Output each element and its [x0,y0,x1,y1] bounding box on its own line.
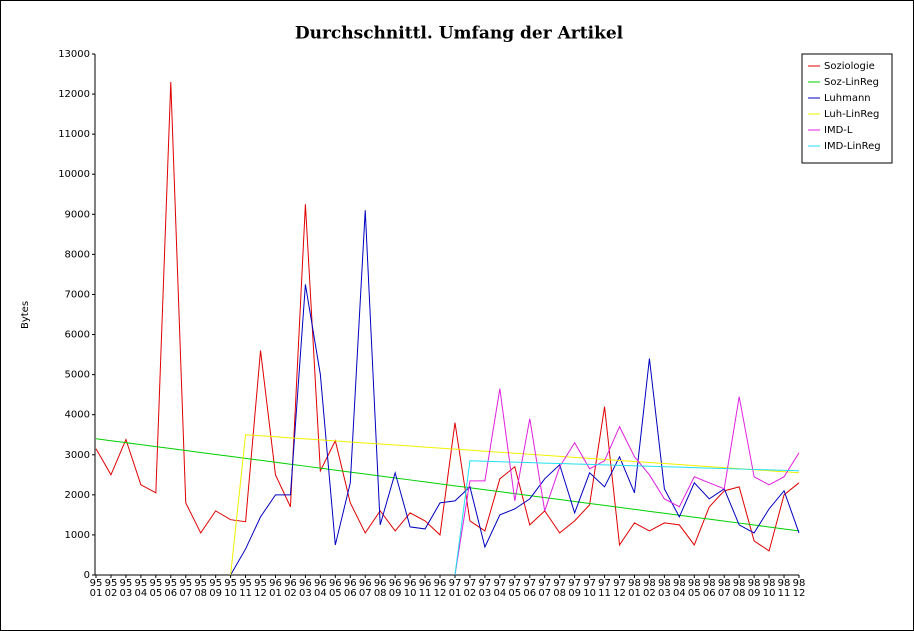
x-tick-label: 95 09 [209,578,223,599]
y-tick-label: 1000 [65,530,90,541]
series-line [454,460,800,576]
x-tick-label: 98 03 [658,578,671,599]
y-tick-label: 0 [84,570,90,581]
series-line [95,438,800,532]
x-tick-label: 98 06 [702,578,716,599]
legend-label: Luhmann [824,93,871,104]
x-tick-label: 98 05 [687,578,701,599]
x-tick-label: 98 11 [777,578,791,599]
y-tick-label: 9000 [65,209,90,220]
x-tick-label: 97 08 [553,578,567,599]
y-tick-label: 7000 [65,289,90,300]
x-tick-label: 97 03 [478,578,492,599]
x-tick-label: 96 02 [284,578,297,599]
x-tick-label: 95 12 [254,578,267,599]
x-tick-label: 95 05 [149,578,163,599]
y-tick-label: 2000 [65,490,90,501]
x-tick-label: 95 04 [134,578,148,599]
y-tick-label: 4000 [65,410,90,421]
x-tick-label: 97 05 [508,578,522,599]
x-tick-label: 97 07 [538,578,552,599]
legend-label: Soz-LinReg [824,77,879,88]
series-line [454,388,800,576]
x-tick-label: 98 07 [717,578,731,599]
x-tick-label: 96 12 [433,578,447,599]
y-tick-label: 3000 [65,450,90,461]
x-tick-label: 98 10 [762,578,776,599]
x-tick-label: 97 02 [463,578,477,599]
legend-label: IMD-L [824,125,853,136]
x-tick-label: 98 08 [732,578,746,599]
legend-box [801,53,893,164]
x-tick-label: 98 09 [747,578,761,599]
legend-label: IMD-LinReg [824,141,881,152]
x-tick-label: 96 03 [299,578,312,599]
x-tick-label: 97 12 [613,578,626,599]
x-tick-label: 97 06 [523,578,537,599]
x-tick-label: 98 02 [643,578,656,599]
legend-label: Luh-LinReg [824,109,879,120]
x-tick-label: 97 09 [568,578,581,599]
x-tick-label: 95 10 [224,578,237,599]
x-tick-label: 97 04 [493,578,507,599]
series-line [230,434,800,576]
x-tick-label: 95 03 [119,578,133,599]
y-tick-label: 5000 [65,370,90,381]
x-tick-label: 96 09 [388,578,402,599]
x-tick-label: 96 06 [343,578,357,599]
x-tick-label: 96 08 [373,578,387,599]
x-tick-label: 97 01 [448,578,462,599]
y-tick-label: 8000 [65,249,90,260]
series-line [95,82,800,552]
x-tick-label: 95 07 [179,578,193,599]
x-tick-label: 98 01 [628,578,641,599]
x-tick-label: 96 04 [313,578,327,599]
series-line [230,210,800,576]
legend-label: Soziologie [824,61,875,72]
x-tick-label: 97 10 [583,578,596,599]
x-tick-label: 96 11 [418,578,432,599]
x-tick-label: 96 07 [358,578,372,599]
x-tick-label: 95 08 [194,578,208,599]
x-tick-label: 95 02 [104,578,118,599]
y-tick-label: 12000 [58,89,90,100]
y-tick-label: 11000 [58,129,90,140]
y-tick-label: 6000 [65,330,90,341]
x-tick-label: 96 10 [403,578,417,599]
x-tick-label: 97 11 [598,578,611,599]
y-tick-label: 10000 [58,169,90,180]
y-tick-label: 13000 [58,49,90,60]
x-tick-label: 96 05 [328,578,342,599]
x-tick-label: 98 04 [672,578,686,599]
x-tick-label: 95 06 [164,578,178,599]
chart-title: Durchschnittl. Umfang der Artikel [295,24,624,44]
y-axis-label: Bytes [20,301,31,329]
x-tick-label: 96 01 [269,578,282,599]
x-tick-label: 95 01 [89,578,103,599]
x-tick-label: 95 11 [239,578,252,599]
x-tick-label: 98 12 [792,578,806,599]
